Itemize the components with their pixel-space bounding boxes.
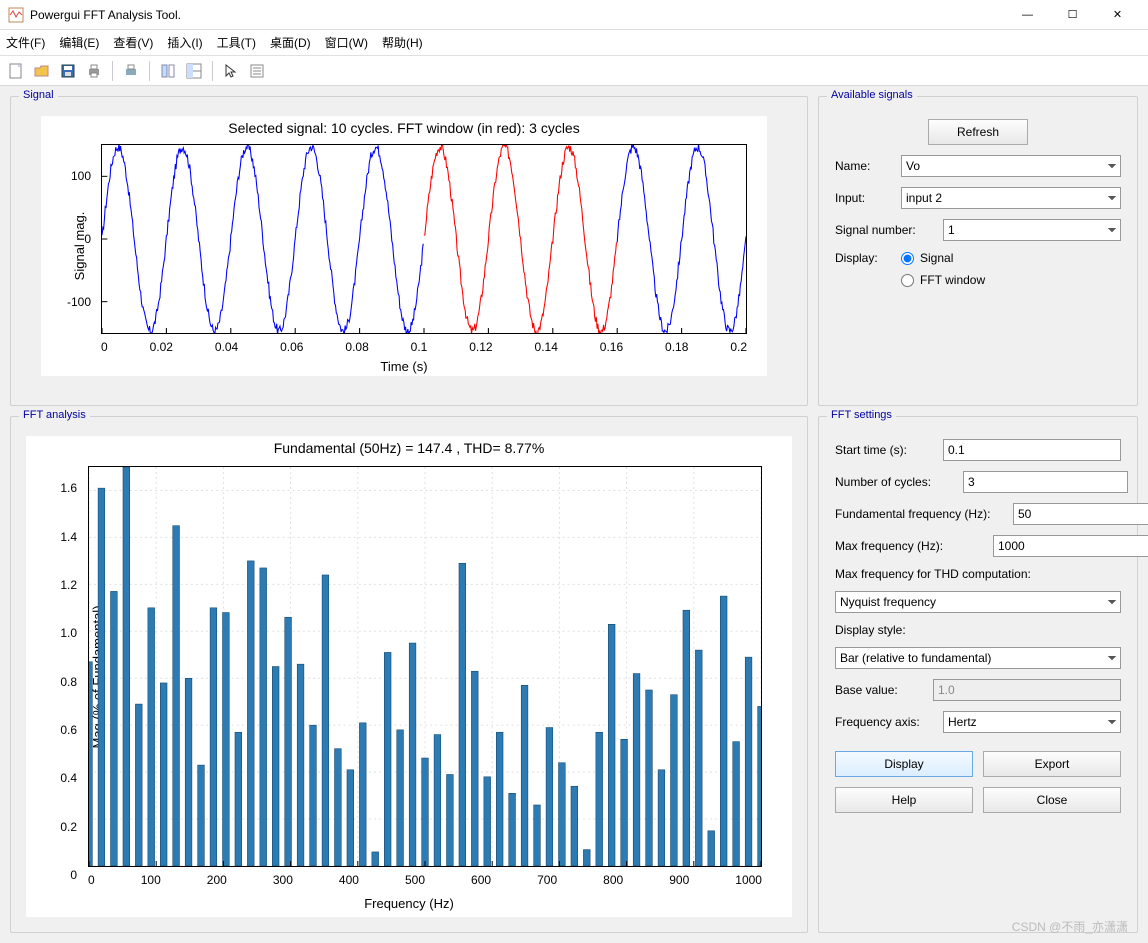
new-icon[interactable] [4,59,28,83]
signal-plot-title: Selected signal: 10 cycles. FFT window (… [41,116,767,136]
signal-yticks: 1000-100 [41,144,96,334]
print-icon[interactable] [82,59,106,83]
thd-select[interactable]: Nyquist frequency [835,591,1121,613]
signum-label: Signal number: [835,223,935,237]
signal-plot: Selected signal: 10 cycles. FFT window (… [41,116,767,376]
menu-window[interactable]: 窗口(W) [325,34,368,51]
menubar: 文件(F) 编辑(E) 查看(V) 插入(I) 工具(T) 桌面(D) 窗口(W… [0,30,1148,56]
pointer-icon[interactable] [219,59,243,83]
input-select[interactable]: input 2 [901,187,1121,209]
refresh-button[interactable]: Refresh [928,119,1028,145]
layout-icon[interactable] [182,59,206,83]
fft-settings-panel: FFT settings Start time (s): Number of c… [818,416,1138,933]
menu-insert[interactable]: 插入(I) [167,34,202,51]
radio-signal-label: Signal [920,251,953,265]
maximize-button[interactable]: ☐ [1050,1,1095,29]
display-label: Display: [835,251,893,265]
help-button[interactable]: Help [835,787,973,813]
export-button[interactable]: Export [983,751,1121,777]
figures-icon[interactable] [156,59,180,83]
open-icon[interactable] [30,59,54,83]
axis-select[interactable]: Hertz [943,711,1121,733]
settings-panel-title: FFT settings [827,409,896,421]
signum-select[interactable]: 1 [943,219,1121,241]
fft-panel: FFT analysis Fundamental (50Hz) = 147.4 … [10,416,808,933]
app-icon [8,7,24,23]
fft-xticks: 01002003004005006007008009001000 [88,873,762,887]
print2-icon[interactable] [119,59,143,83]
menu-help[interactable]: 帮助(H) [382,34,423,51]
display-button[interactable]: Display [835,751,973,777]
window-title: Powergui FFT Analysis Tool. [30,8,1005,22]
name-select[interactable]: Vo [901,155,1121,177]
menu-edit[interactable]: 编辑(E) [59,34,99,51]
fund-label: Fundamental frequency (Hz): [835,507,1005,521]
fft-plot: Fundamental (50Hz) = 147.4 , THD= 8.77% … [26,436,792,917]
properties-icon[interactable] [245,59,269,83]
base-label: Base value: [835,683,925,697]
available-panel-title: Available signals [827,89,917,101]
name-label: Name: [835,159,893,173]
menu-view[interactable]: 查看(V) [113,34,153,51]
maxf-input[interactable] [993,535,1148,557]
axis-label: Frequency axis: [835,715,935,729]
signal-xlabel: Time (s) [41,359,767,374]
save-icon[interactable] [56,59,80,83]
base-input [933,679,1121,701]
menu-desktop[interactable]: 桌面(D) [270,34,311,51]
start-label: Start time (s): [835,443,935,457]
menu-file[interactable]: 文件(F) [6,34,45,51]
minimize-button[interactable]: — [1005,1,1050,29]
signal-panel: Signal Selected signal: 10 cycles. FFT w… [10,96,808,406]
radio-fftwindow[interactable] [901,274,914,287]
radio-fftwindow-label: FFT window [920,273,985,287]
close-button[interactable]: ✕ [1095,1,1140,29]
signal-panel-title: Signal [19,89,58,101]
cycles-input[interactable] [963,471,1128,493]
signal-xticks: 00.020.040.060.080.10.120.140.160.180.2 [101,340,747,354]
titlebar: Powergui FFT Analysis Tool. — ☐ ✕ [0,0,1148,30]
cycles-label: Number of cycles: [835,475,955,489]
menu-tools[interactable]: 工具(T) [217,34,256,51]
available-signals-panel: Available signals Refresh Name:Vo Input:… [818,96,1138,406]
maxf-label: Max frequency (Hz): [835,539,985,553]
thd-label: Max frequency for THD computation: [835,567,1031,581]
fft-yticks: 1.61.41.21.00.80.60.40.20 [32,464,82,875]
fft-axes [88,466,762,867]
style-label: Display style: [835,623,906,637]
style-select[interactable]: Bar (relative to fundamental) [835,647,1121,669]
start-input[interactable] [943,439,1121,461]
signal-axes [101,144,747,334]
close-button-panel[interactable]: Close [983,787,1121,813]
fund-input[interactable] [1013,503,1148,525]
toolbar [0,56,1148,86]
fft-plot-title: Fundamental (50Hz) = 147.4 , THD= 8.77% [26,436,792,456]
fft-xlabel: Frequency (Hz) [26,896,792,911]
radio-signal[interactable] [901,252,914,265]
fft-panel-title: FFT analysis [19,409,90,421]
input-label: Input: [835,191,893,205]
